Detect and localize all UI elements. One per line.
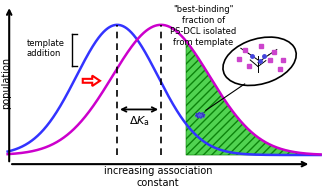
Polygon shape (186, 41, 321, 155)
Text: "best-binding"
fraction of
PS-DCL isolated
from template: "best-binding" fraction of PS-DCL isolat… (170, 5, 236, 46)
Text: template
addition: template addition (26, 39, 64, 58)
Text: $\Delta K_{\rm a}$: $\Delta K_{\rm a}$ (128, 115, 150, 129)
Text: increasing association
constant: increasing association constant (104, 166, 212, 188)
Polygon shape (195, 113, 205, 118)
Text: population: population (1, 57, 11, 109)
